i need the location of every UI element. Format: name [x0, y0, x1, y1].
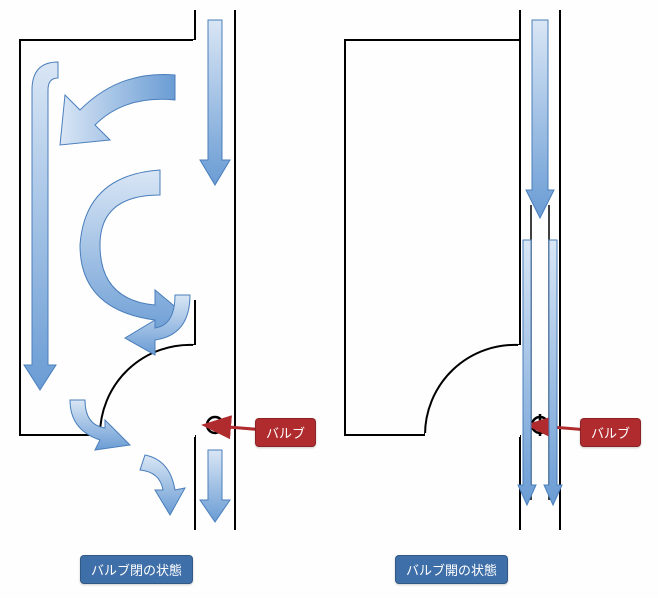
- left-valve-label: バルブ: [255, 418, 316, 447]
- diagram-svg: [0, 0, 658, 598]
- swirl-arrow-2: [80, 170, 185, 340]
- inlet-arrow-right: [526, 20, 554, 218]
- swirl-arrow-1: [60, 74, 175, 145]
- right-bottom-curve: [425, 345, 520, 435]
- left-valve-icon: [207, 417, 223, 433]
- diagram-canvas: バルブ バルブ バルブ閉の状態 バルブ開の状態: [0, 0, 658, 598]
- left-panel: [20, 10, 265, 530]
- bottom-arrow-2: [140, 455, 185, 515]
- inlet-arrow-left: [200, 20, 230, 185]
- left-bottom-curve: [100, 345, 195, 435]
- right-title-label: バルブ開の状態: [395, 555, 508, 584]
- left-down-arrow: [24, 62, 58, 390]
- left-title-label: バルブ閉の状態: [80, 555, 193, 584]
- outlet-arrow-left: [200, 450, 230, 522]
- right-panel: [345, 10, 588, 530]
- right-chamber: [345, 40, 520, 435]
- right-valve-label: バルブ: [580, 418, 641, 447]
